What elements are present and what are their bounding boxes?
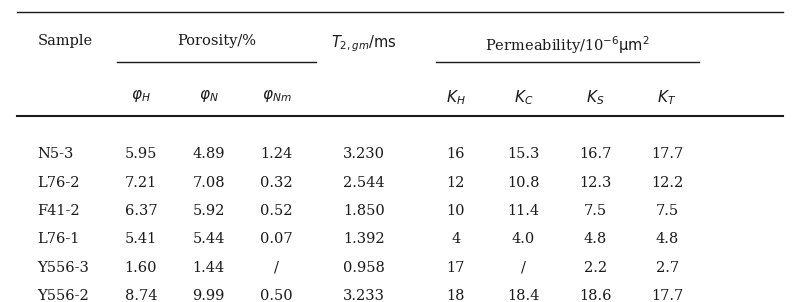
Text: 1.24: 1.24 xyxy=(260,147,293,161)
Text: 18.4: 18.4 xyxy=(507,289,540,302)
Text: Permeability/10$^{-6}$$\mathrm{\mu m}^{2}$: Permeability/10$^{-6}$$\mathrm{\mu m}^{2… xyxy=(485,34,650,56)
Text: 11.4: 11.4 xyxy=(507,204,540,218)
Text: 2.544: 2.544 xyxy=(343,175,385,190)
Text: 17: 17 xyxy=(446,261,465,275)
Text: 8.74: 8.74 xyxy=(125,289,157,302)
Text: 0.32: 0.32 xyxy=(260,175,293,190)
Text: 7.5: 7.5 xyxy=(655,204,678,218)
Text: 4.8: 4.8 xyxy=(584,232,607,246)
Text: 18.6: 18.6 xyxy=(579,289,611,302)
Text: 17.7: 17.7 xyxy=(651,147,683,161)
Text: 7.5: 7.5 xyxy=(584,204,607,218)
Text: 1.44: 1.44 xyxy=(193,261,225,275)
Text: 18: 18 xyxy=(446,289,465,302)
Text: 7.21: 7.21 xyxy=(125,175,157,190)
Text: 4.8: 4.8 xyxy=(655,232,678,246)
Text: $K_{S}$: $K_{S}$ xyxy=(586,88,605,107)
Text: /: / xyxy=(521,261,526,275)
Text: 6.37: 6.37 xyxy=(125,204,158,218)
Text: Y556-2: Y556-2 xyxy=(38,289,89,302)
Text: 7.08: 7.08 xyxy=(192,175,225,190)
Text: Porosity/%: Porosity/% xyxy=(177,34,256,48)
Text: 5.44: 5.44 xyxy=(193,232,225,246)
Text: 0.07: 0.07 xyxy=(260,232,293,246)
Text: 2.7: 2.7 xyxy=(655,261,678,275)
Text: 0.50: 0.50 xyxy=(260,289,293,302)
Text: 5.95: 5.95 xyxy=(125,147,157,161)
Text: Sample: Sample xyxy=(38,34,92,48)
Text: 2.2: 2.2 xyxy=(584,261,607,275)
Text: 9.99: 9.99 xyxy=(193,289,225,302)
Text: 3.233: 3.233 xyxy=(343,289,385,302)
Text: 4: 4 xyxy=(451,232,461,246)
Text: L76-1: L76-1 xyxy=(38,232,80,246)
Text: /: / xyxy=(274,261,279,275)
Text: 16.7: 16.7 xyxy=(579,147,611,161)
Text: 15.3: 15.3 xyxy=(507,147,540,161)
Text: $\varphi_{H}$: $\varphi_{H}$ xyxy=(131,88,150,104)
Text: 1.392: 1.392 xyxy=(343,232,385,246)
Text: 4.0: 4.0 xyxy=(512,232,535,246)
Text: 16: 16 xyxy=(446,147,465,161)
Text: 10.8: 10.8 xyxy=(507,175,540,190)
Text: 4.89: 4.89 xyxy=(193,147,225,161)
Text: 3.230: 3.230 xyxy=(343,147,385,161)
Text: 17.7: 17.7 xyxy=(651,289,683,302)
Text: L76-2: L76-2 xyxy=(38,175,80,190)
Text: $\varphi_{N}$: $\varphi_{N}$ xyxy=(199,88,218,104)
Text: F41-2: F41-2 xyxy=(38,204,80,218)
Text: $T_{2,\mathit{gm}}$$/\mathrm{ms}$: $T_{2,\mathit{gm}}$$/\mathrm{ms}$ xyxy=(331,34,397,54)
Text: $K_{C}$: $K_{C}$ xyxy=(514,88,534,107)
Text: 10: 10 xyxy=(446,204,465,218)
Text: 12.2: 12.2 xyxy=(651,175,683,190)
Text: Y556-3: Y556-3 xyxy=(38,261,89,275)
Text: $\varphi_{Nm}$: $\varphi_{Nm}$ xyxy=(262,88,291,104)
Text: 12: 12 xyxy=(446,175,465,190)
Text: $K_{H}$: $K_{H}$ xyxy=(446,88,466,107)
Text: N5-3: N5-3 xyxy=(38,147,74,161)
Text: 0.958: 0.958 xyxy=(343,261,385,275)
Text: 1.60: 1.60 xyxy=(125,261,157,275)
Text: 1.850: 1.850 xyxy=(343,204,385,218)
Text: 0.52: 0.52 xyxy=(260,204,293,218)
Text: 5.92: 5.92 xyxy=(193,204,225,218)
Text: 5.41: 5.41 xyxy=(125,232,157,246)
Text: 12.3: 12.3 xyxy=(579,175,611,190)
Text: $K_{T}$: $K_{T}$ xyxy=(658,88,677,107)
